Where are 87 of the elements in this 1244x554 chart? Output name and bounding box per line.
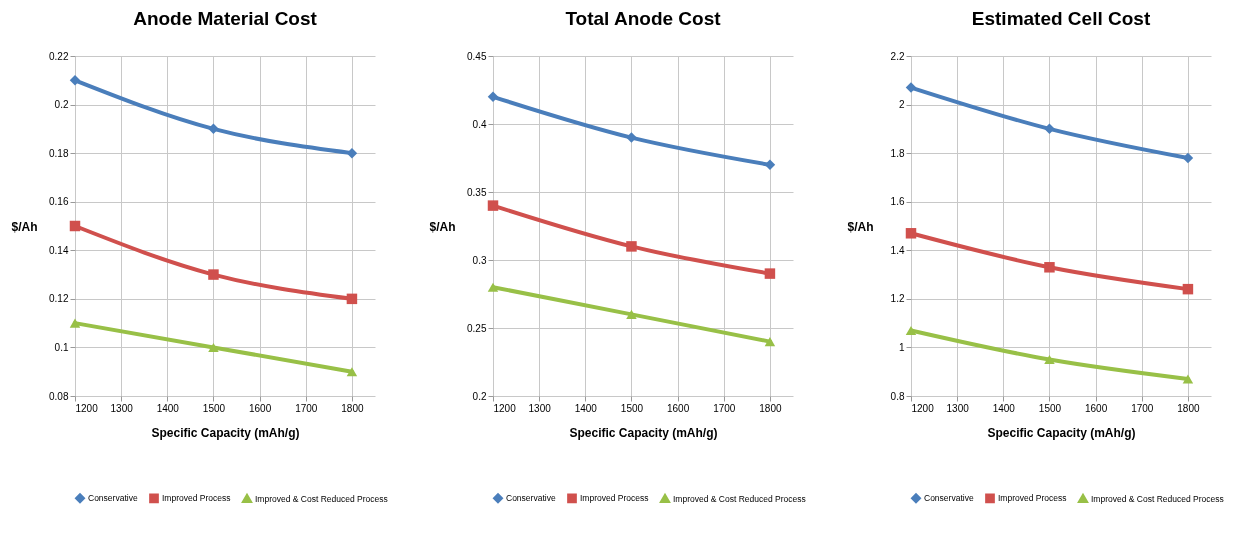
x-axis-title: Specific Capacity (mAh/g) <box>987 425 1136 440</box>
y-tick-label: 0.45 <box>467 50 487 62</box>
point <box>905 228 917 239</box>
point <box>69 75 81 86</box>
x-tick-label: 1400 <box>156 402 180 414</box>
y-tick-label: 1.4 <box>890 244 905 256</box>
y-tick-label: 0.12 <box>49 293 69 305</box>
y-tick-label: 2 <box>898 99 905 111</box>
x-tick-label: 1500 <box>1038 402 1062 414</box>
y-tick-label: 0.18 <box>49 147 69 159</box>
point <box>346 367 358 377</box>
y-tick-label: 0.3 <box>472 254 487 266</box>
y-tick-label: 0.8 <box>890 390 905 402</box>
y-tick-label: 1.2 <box>890 293 905 305</box>
x-tick-label: 1600 <box>248 402 272 414</box>
point <box>487 91 499 103</box>
x-axis-title: Specific Capacity (mAh/g) <box>569 425 718 440</box>
legend-label: Improved Process <box>162 493 231 504</box>
x-tick-label: 1600 <box>1084 402 1108 414</box>
x-tick-label: 1800 <box>1177 402 1200 414</box>
y-tick-label: 0.14 <box>49 244 69 256</box>
point <box>346 293 358 305</box>
point <box>626 132 637 143</box>
point <box>905 325 917 335</box>
y-tick-label: 0.4 <box>472 118 487 130</box>
point <box>208 342 219 352</box>
x-tick-label: 1700 <box>295 402 318 414</box>
x-tick-label: 1800 <box>759 402 782 414</box>
y-tick-label: 1.8 <box>890 147 905 159</box>
point <box>1182 152 1194 164</box>
point <box>1182 374 1194 384</box>
point <box>346 147 358 159</box>
x-tick-label: 1300 <box>946 402 970 414</box>
x-tick-label: 1800 <box>341 402 364 414</box>
y-tick-label: 1 <box>898 341 905 353</box>
point <box>487 200 499 211</box>
y-tick-label: 0.2 <box>54 99 69 111</box>
x-tick-label: 1200 <box>911 402 935 414</box>
y-tick-label: 0.2 <box>472 390 487 402</box>
y-tick-label: 0.35 <box>467 186 487 198</box>
y-tick-label: 0.16 <box>49 196 69 208</box>
chart-title: Estimated Cell Cost <box>971 8 1151 29</box>
point <box>764 268 776 279</box>
point <box>626 309 637 319</box>
point <box>1182 283 1194 295</box>
x-tick-label: 1300 <box>110 402 134 414</box>
point <box>905 82 917 93</box>
point <box>69 318 81 328</box>
x-tick-label: 1500 <box>620 402 644 414</box>
y-tick-label: 2.2 <box>890 50 905 62</box>
y-tick-label: 0.1 <box>54 341 69 353</box>
x-tick-label: 1500 <box>202 402 226 414</box>
legend-label: Conservative <box>924 493 974 504</box>
y-axis-title: $/Ah <box>429 219 456 234</box>
point <box>208 123 219 135</box>
x-tick-label: 1200 <box>493 402 517 414</box>
y-axis-title: $/Ah <box>11 219 38 234</box>
y-axis-title: $/Ah <box>847 219 874 234</box>
x-tick-label: 1700 <box>1131 402 1154 414</box>
chart-title: Anode Material Cost <box>133 8 318 29</box>
y-tick-label: 0.08 <box>49 390 69 402</box>
x-tick-label: 1300 <box>528 402 552 414</box>
legend-label: Improved & Cost Reduced Process <box>255 493 388 504</box>
chart-title: Total Anode Cost <box>565 8 722 29</box>
point <box>1044 123 1055 135</box>
x-axis-title: Specific Capacity (mAh/g) <box>151 425 300 440</box>
legend-label: Conservative <box>506 493 556 504</box>
point <box>487 282 499 292</box>
y-tick-label: 0.25 <box>467 322 487 334</box>
x-tick-label: 1400 <box>574 402 598 414</box>
legend-label: Improved & Cost Reduced Process <box>673 493 806 504</box>
point <box>1044 262 1055 273</box>
y-tick-label: 1.6 <box>890 196 905 208</box>
point <box>764 337 776 347</box>
point <box>208 269 219 280</box>
legend-label: Improved Process <box>998 493 1067 504</box>
x-tick-label: 1400 <box>992 402 1016 414</box>
x-tick-label: 1600 <box>666 402 690 414</box>
point <box>69 220 81 232</box>
legend-label: Conservative <box>88 493 138 504</box>
legend-label: Improved & Cost Reduced Process <box>1091 493 1224 504</box>
legend-label: Improved Process <box>580 493 649 504</box>
point <box>626 241 637 252</box>
x-tick-label: 1200 <box>75 402 99 414</box>
y-tick-label: 0.22 <box>49 50 69 62</box>
x-tick-label: 1700 <box>713 402 736 414</box>
point <box>1044 355 1055 365</box>
